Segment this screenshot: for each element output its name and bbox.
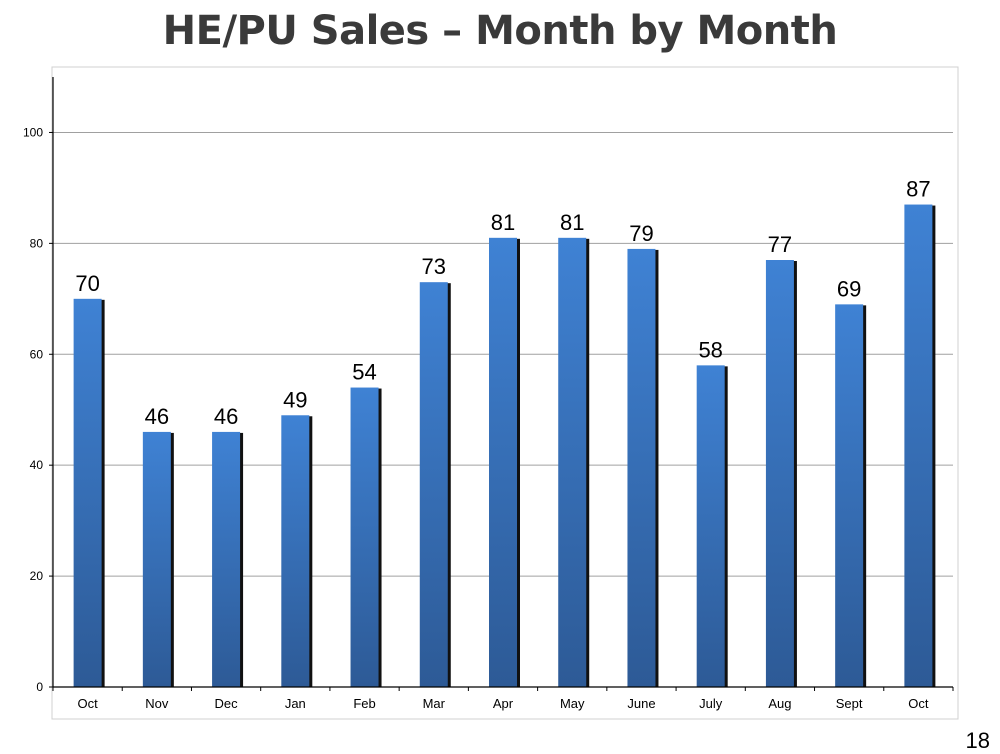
x-tick-label: June (627, 696, 655, 711)
x-tick-label: Jan (285, 696, 306, 711)
bar-3 (212, 431, 241, 687)
y-tick-label: 0 (36, 680, 43, 694)
data-label: 70 (75, 271, 99, 296)
data-label: 54 (352, 360, 376, 385)
plot-frame (51, 66, 959, 720)
bar-13 (904, 204, 933, 687)
data-label: 81 (491, 210, 515, 235)
bar-2 (142, 431, 171, 687)
x-tick-label: Dec (215, 696, 239, 711)
x-tick-label: Mar (423, 696, 446, 711)
bar-5 (350, 387, 379, 687)
bar-11 (765, 260, 794, 687)
bars (73, 204, 936, 687)
bar-10 (696, 365, 725, 687)
chart-title: HE/PU Sales – Month by Month (162, 8, 838, 54)
bar-9 (627, 248, 656, 687)
bar-7 (489, 237, 517, 687)
axes: 0 20 40 60 80 100 Oct Nov Dec Jan Feb Mar Apr May June… (23, 77, 954, 711)
data-label: 49 (283, 387, 307, 412)
x-tick-label: Aug (768, 696, 791, 711)
x-tick-label: July (699, 696, 723, 711)
data-label: 69 (837, 276, 861, 301)
x-tick-label: Oct (77, 696, 98, 711)
bar-4 (281, 415, 310, 687)
y-tick-label: 20 (30, 569, 44, 583)
data-label: 58 (698, 337, 722, 362)
y-tick-label: 40 (30, 458, 44, 472)
bar-6 (419, 282, 448, 687)
data-label: 81 (560, 210, 584, 235)
y-tick-label: 60 (30, 347, 44, 361)
data-label: 46 (145, 404, 169, 429)
x-tick-label: Nov (145, 696, 169, 711)
y-tick-label: 100 (23, 125, 43, 139)
x-tick-label: Oct (908, 696, 929, 711)
data-label: 77 (768, 232, 792, 257)
x-tick-label: Sept (836, 696, 863, 711)
data-label: 46 (214, 404, 238, 429)
data-labels: 70 46 46 49 54 73 81 81 79 58 77 69 87 (75, 177, 930, 429)
data-label: 73 (422, 254, 446, 279)
bar-12 (835, 304, 864, 687)
bar-1 (73, 298, 102, 687)
y-tick-label: 80 (30, 236, 44, 250)
x-tick-label: Feb (353, 696, 375, 711)
bar-8 (558, 237, 587, 687)
data-label: 87 (906, 177, 930, 202)
data-label: 79 (629, 221, 653, 246)
x-tick-label: Apr (493, 696, 514, 711)
page-number: 18 (965, 728, 990, 753)
x-tick-label: May (560, 696, 585, 711)
